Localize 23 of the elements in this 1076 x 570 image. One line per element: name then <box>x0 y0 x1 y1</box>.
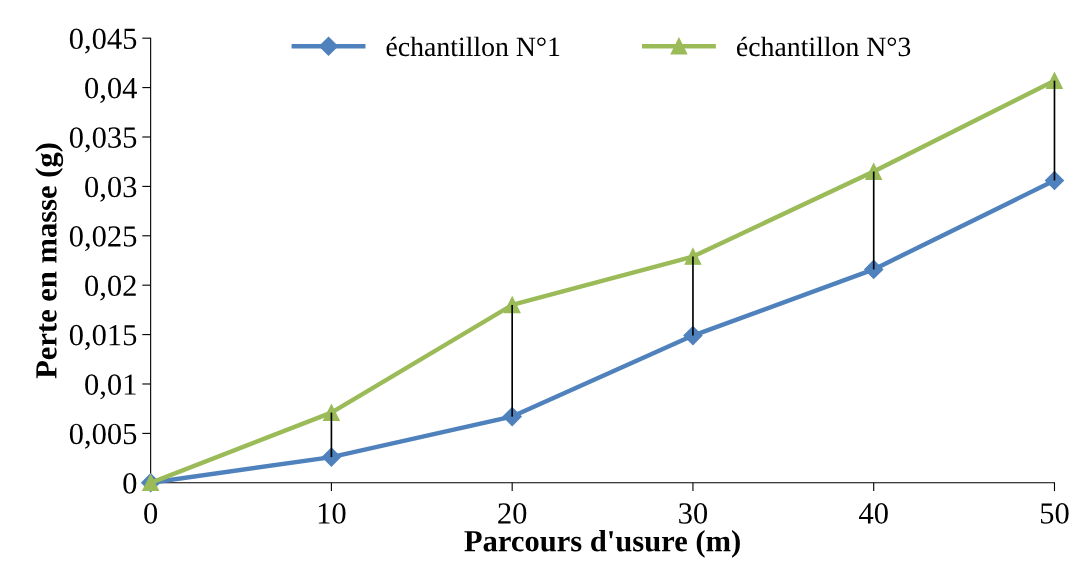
x-tick-label: 30 <box>679 503 708 524</box>
x-tick-label: 0 <box>144 503 158 524</box>
x-tick-label: 40 <box>859 503 888 524</box>
y-tick-label: 0,025 <box>69 226 137 252</box>
x-axis-title: Parcours d'usure (m) <box>464 529 740 558</box>
point <box>323 404 340 421</box>
y-tick-label: 0,01 <box>85 374 136 400</box>
y-tick-label: 0,04 <box>85 77 137 103</box>
y-tick-label: 0,03 <box>85 176 137 202</box>
y-tick-label: 0,045 <box>69 28 137 54</box>
y-tick-label: 0,035 <box>69 127 137 153</box>
y-tick-label: 0,015 <box>69 324 137 350</box>
legend-label: échantillon N°3 <box>736 36 911 57</box>
x-tick-label: 50 <box>1040 503 1069 524</box>
y-tick-label: 0,02 <box>85 275 136 301</box>
x-tick-label: 20 <box>498 503 527 524</box>
point <box>1044 170 1065 190</box>
y-axis-title: Perte en masse (g) <box>35 143 64 379</box>
legend-label: échantillon N°1 <box>386 36 560 57</box>
point <box>321 447 341 467</box>
y-tick-label: 0 <box>123 473 137 494</box>
x-tick-label: 10 <box>318 503 346 524</box>
y-tick-label: 0,005 <box>69 423 137 449</box>
